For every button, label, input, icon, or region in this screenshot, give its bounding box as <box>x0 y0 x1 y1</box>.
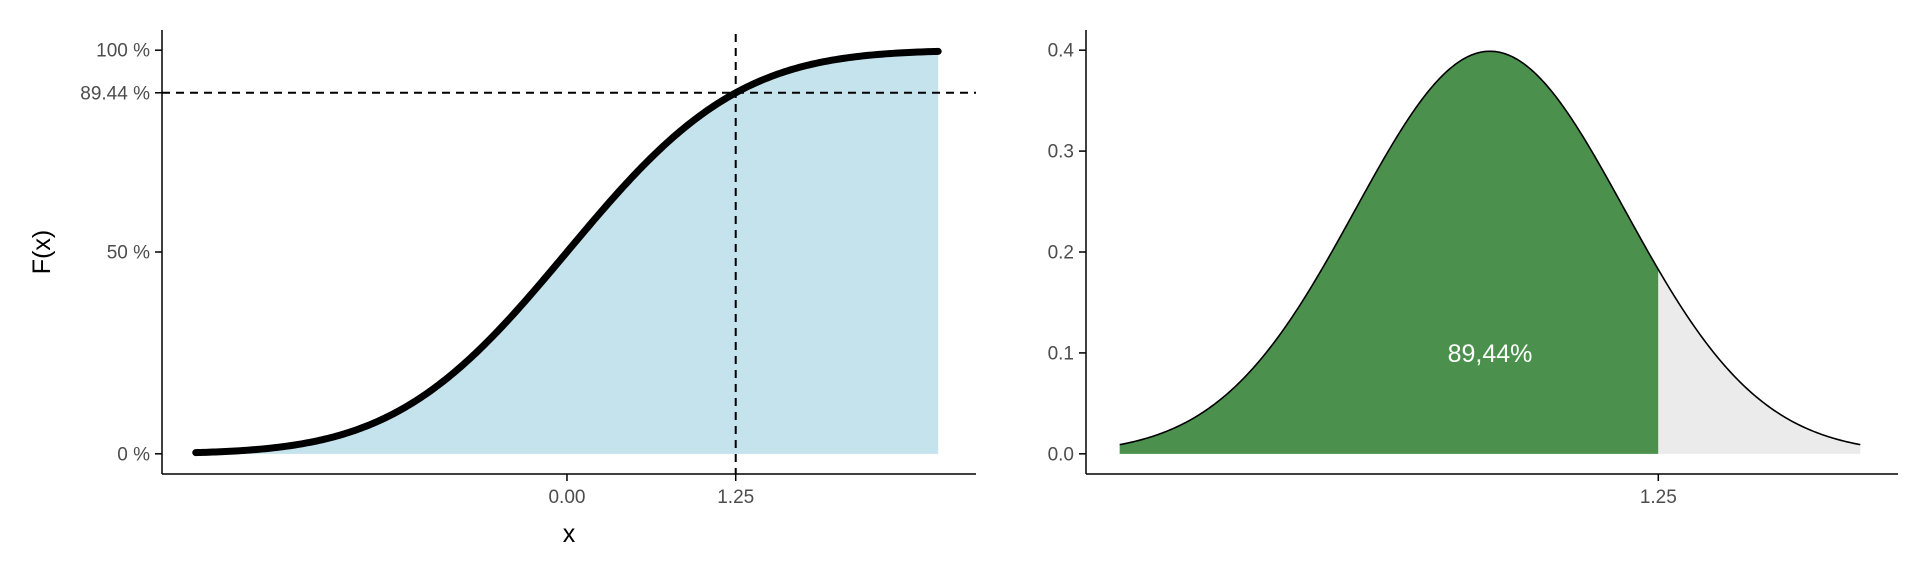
pdf-x-ticks: 1.25 <box>1640 474 1677 508</box>
pdf-shaded-area <box>1119 51 1659 454</box>
cdf-y-tick-label: 50 % <box>107 243 150 264</box>
pdf-y-tick-label: 0.0 <box>1048 444 1074 465</box>
cdf-x-ticks: 0.00 1.25 <box>548 474 754 508</box>
cdf-series-line <box>192 47 942 457</box>
pdf-y-tick-label: 0.3 <box>1048 142 1074 163</box>
pdf-y-tick-label: 0.2 <box>1048 243 1074 264</box>
cdf-panel: 0 % 50 % 89.44 % 100 % 0.00 1.25 x F(x) <box>28 30 976 548</box>
cdf-y-tick-label: 0 % <box>117 444 150 465</box>
pdf-panel: 0.0 0.1 0.2 0.3 0.4 1.25 89,44% <box>1048 30 1898 508</box>
pdf-area-label: 89,44% <box>1448 340 1533 368</box>
cdf-x-tick-label: 0.00 <box>548 487 585 508</box>
pdf-y-ticks: 0.0 0.1 0.2 0.3 0.4 <box>1048 41 1086 465</box>
cdf-y-axis-title: F(x) <box>28 230 56 274</box>
pdf-y-tick-label: 0.4 <box>1048 41 1075 62</box>
pdf-series-line <box>1119 50 1861 446</box>
cdf-x-tick-label: 1.25 <box>717 487 754 508</box>
cdf-y-ticks: 0 % 50 % 89.44 % 100 % <box>80 41 162 465</box>
pdf-unshaded-area <box>1658 269 1861 454</box>
pdf-y-tick-label: 0.1 <box>1048 343 1074 364</box>
pdf-x-tick-label: 1.25 <box>1640 487 1677 508</box>
cdf-x-axis-title: x <box>563 520 576 548</box>
cdf-y-tick-label: 100 % <box>96 41 150 62</box>
cdf-y-tick-label: 89.44 % <box>80 83 150 104</box>
